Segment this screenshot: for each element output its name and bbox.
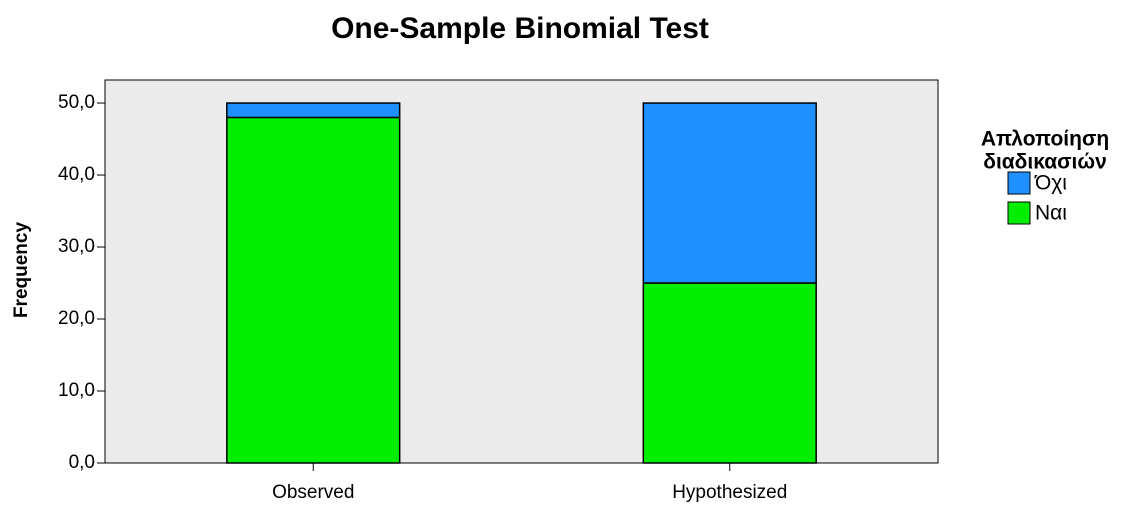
y-tick-label: 50,0 xyxy=(58,92,95,113)
y-axis-label: Frequency xyxy=(11,222,32,319)
legend-label: Ναι xyxy=(1035,202,1067,225)
y-tick-label: 20,0 xyxy=(58,308,95,329)
x-tick-label: Hypothesized xyxy=(672,482,787,503)
bar-segment xyxy=(226,116,401,464)
x-tick-label: Observed xyxy=(272,482,354,503)
legend-swatch xyxy=(1007,171,1031,195)
legend-swatch xyxy=(1007,201,1031,225)
bar-segment xyxy=(642,282,817,464)
y-tick-label: 10,0 xyxy=(58,380,95,401)
legend-title: Απλοποίηση xyxy=(981,128,1109,151)
y-tick-label: 30,0 xyxy=(58,236,95,257)
y-tick-label: 40,0 xyxy=(58,164,95,185)
chart-title: One-Sample Binomial Test xyxy=(331,12,709,45)
bar-segment xyxy=(642,102,817,284)
y-tick-label: 0,0 xyxy=(69,452,95,473)
legend-label: Όχι xyxy=(1034,172,1067,195)
bar-segment xyxy=(226,102,401,119)
legend-title: διαδικασιών xyxy=(983,151,1107,174)
